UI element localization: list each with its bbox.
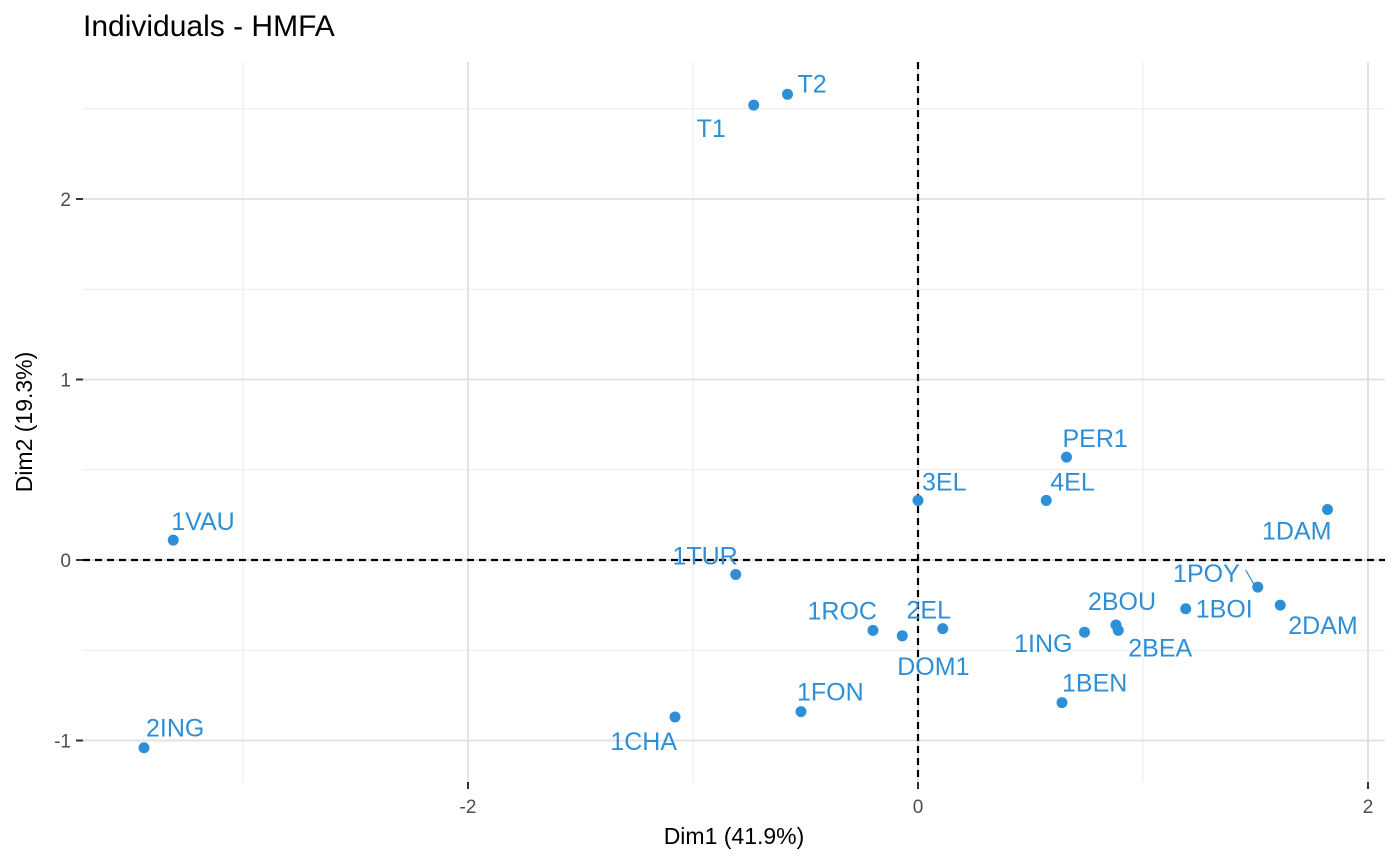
point-label-2bou: 2BOU bbox=[1088, 588, 1156, 616]
data-point-3el bbox=[912, 494, 924, 506]
point-label-2dam: 2DAM bbox=[1288, 612, 1357, 640]
point-label-1poy: 1POY bbox=[1173, 560, 1240, 588]
data-point-1poy bbox=[1252, 581, 1264, 593]
point-label-t1: T1 bbox=[697, 115, 726, 143]
y-tick-label: -1 bbox=[54, 732, 71, 753]
y-tick-label: 0 bbox=[60, 551, 71, 572]
x-tick-label: 0 bbox=[913, 797, 924, 818]
data-point-t1 bbox=[748, 99, 760, 111]
point-labels: T2 T1 PER1 3EL 4EL 1DAM 1VAU 1TUR 1POY 1BOI 2DAM 2B… bbox=[146, 70, 1358, 756]
data-point-t2 bbox=[782, 88, 793, 100]
point-label-1cha: 1CHA bbox=[610, 728, 677, 756]
point-label-per1: PER1 bbox=[1063, 425, 1128, 453]
x-axis-title: Dim1 (41.9%) bbox=[664, 823, 805, 849]
data-points bbox=[138, 88, 1333, 754]
x-tick-label: 2 bbox=[1363, 797, 1374, 818]
y-tick-label: 1 bbox=[60, 371, 71, 392]
data-point-1cha bbox=[669, 711, 681, 723]
point-label-3el: 3EL bbox=[922, 468, 967, 496]
data-point-2el bbox=[937, 623, 949, 635]
point-label-1ben: 1BEN bbox=[1062, 670, 1127, 698]
data-point-2bea bbox=[1112, 624, 1124, 636]
data-point-1vau bbox=[167, 534, 179, 546]
point-label-2bea: 2BEA bbox=[1128, 634, 1192, 662]
point-label-2el: 2EL bbox=[907, 597, 952, 625]
point-label-dom1: DOM1 bbox=[897, 653, 969, 681]
label-leader-lines bbox=[1245, 569, 1255, 585]
data-point-4el bbox=[1040, 494, 1052, 506]
point-label-1boi: 1BOI bbox=[1196, 596, 1253, 624]
y-tick-label: 2 bbox=[60, 190, 71, 211]
data-point-dom1 bbox=[896, 630, 908, 642]
point-label-2ing: 2ING bbox=[146, 715, 204, 743]
point-label-1tur: 1TUR bbox=[672, 542, 737, 570]
leader-line-1poy bbox=[1245, 569, 1255, 585]
data-point-1ben bbox=[1056, 697, 1068, 709]
data-point-1ing bbox=[1079, 626, 1090, 638]
axis-ticks: -2 0 2 -1 0 1 2 bbox=[54, 190, 1373, 818]
data-point-2ing bbox=[138, 742, 150, 754]
grid-minor bbox=[83, 62, 1385, 782]
data-point-1dam bbox=[1322, 503, 1333, 515]
grid-major bbox=[83, 62, 1385, 782]
data-point-1tur bbox=[730, 568, 742, 580]
x-tick-label: -2 bbox=[460, 797, 477, 818]
point-label-1roc: 1ROC bbox=[808, 597, 877, 625]
reference-lines bbox=[83, 62, 1385, 782]
point-label-1dam: 1DAM bbox=[1262, 517, 1331, 545]
point-label-1fon: 1FON bbox=[797, 679, 864, 707]
point-label-t2: T2 bbox=[798, 70, 827, 98]
chart-title: Individuals - HMFA bbox=[83, 10, 335, 43]
data-point-per1 bbox=[1061, 451, 1072, 463]
data-point-2dam bbox=[1274, 599, 1286, 611]
point-label-1vau: 1VAU bbox=[171, 508, 234, 536]
data-point-1boi bbox=[1180, 603, 1192, 615]
point-label-4el: 4EL bbox=[1050, 468, 1095, 496]
data-point-1fon bbox=[795, 706, 807, 718]
point-label-1ing: 1ING bbox=[1014, 630, 1072, 658]
y-axis-title: Dim2 (19.3%) bbox=[11, 352, 37, 493]
data-point-1roc bbox=[867, 624, 879, 636]
